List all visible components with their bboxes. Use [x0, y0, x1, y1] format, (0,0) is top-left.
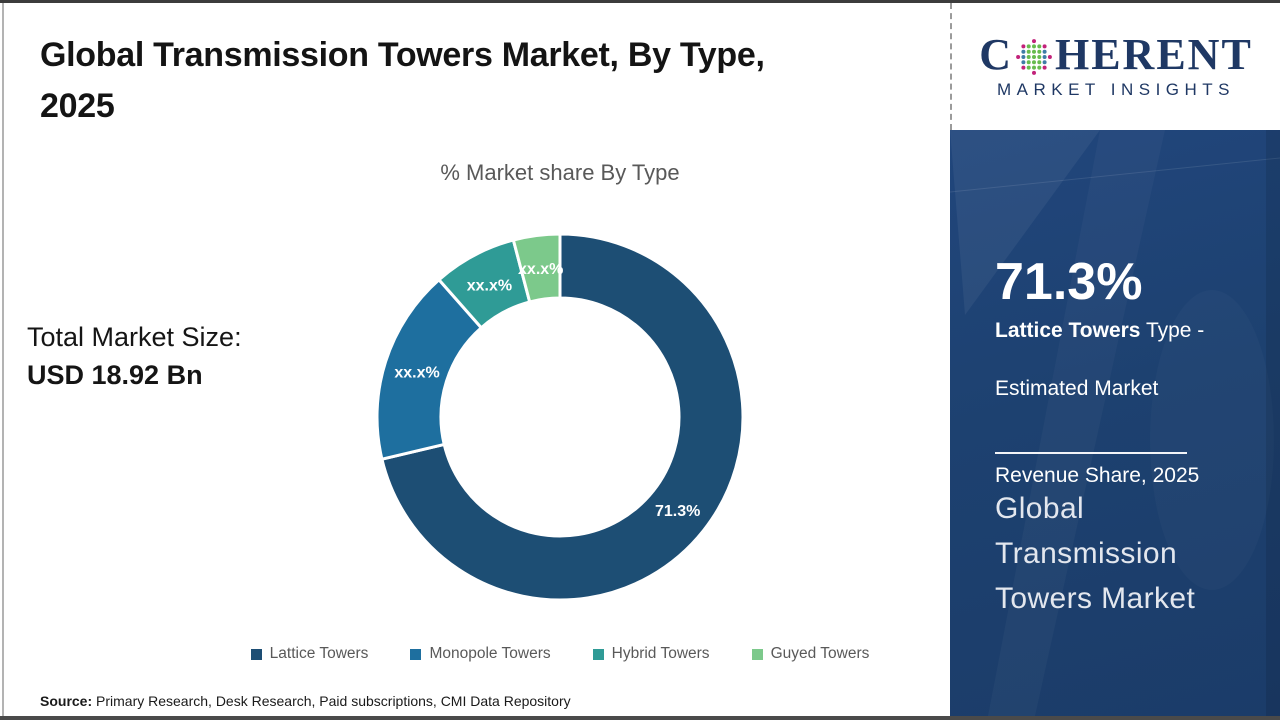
legend-swatch	[592, 648, 604, 660]
globe-dot	[1031, 49, 1036, 54]
globe-dot	[1042, 60, 1047, 65]
sidebar-right-shade	[1266, 130, 1280, 716]
globe-dot	[1037, 49, 1042, 54]
chart-title: % Market share By Type	[440, 160, 680, 185]
stat-desc-rest: Type -	[1140, 319, 1205, 342]
sidebar-stat-value: 71.3%	[995, 253, 1143, 311]
total-market-size-value: USD 18.92 Bn	[27, 360, 203, 390]
globe-dot	[1021, 44, 1026, 49]
total-market-size-block: Total Market Size: USD 18.92 Bn	[27, 322, 242, 391]
donut-label-lattice-towers: 71.3%	[655, 503, 700, 520]
legend-label: Monopole Towers	[429, 645, 551, 662]
legend-label: Hybrid Towers	[611, 645, 710, 662]
globe-dot	[1026, 44, 1031, 49]
left-border	[2, 3, 4, 716]
legend-swatch	[751, 648, 763, 660]
donut-label-hybrid-towers: xx.x%	[467, 278, 512, 295]
donut-label-guyed-towers: xx.x%	[518, 261, 563, 278]
stat-desc-line2: Estimated Market	[995, 377, 1159, 400]
legend-swatch	[410, 648, 422, 660]
map-texture	[950, 130, 1280, 315]
donut-segment-guyed-towers	[511, 232, 562, 304]
globe-dot	[1031, 70, 1036, 75]
globe-dot	[1026, 60, 1031, 65]
globe-dot	[1031, 60, 1036, 65]
source-line: Source: Primary Research, Desk Research,…	[40, 693, 571, 709]
globe-dot	[1042, 65, 1047, 70]
legend-item-lattice-towers: Lattice Towers	[250, 645, 369, 663]
stat-desc-bold: Lattice Towers	[995, 319, 1141, 342]
donut-chart: 71.3% xx.x% xx.x% xx.x%	[375, 232, 745, 602]
stat-desc-line3: Revenue Share, 2025	[995, 464, 1200, 487]
globe-dot	[1026, 65, 1031, 70]
logo-suffix: HERENT	[1054, 30, 1253, 79]
globe-dot	[1021, 55, 1026, 59]
logo-prefix: C	[979, 30, 1013, 79]
legend-swatch	[250, 648, 262, 660]
source-text: Primary Research, Desk Research, Paid su…	[92, 693, 571, 709]
source-label: Source:	[40, 693, 93, 709]
globe-dot	[1016, 55, 1021, 59]
logo: C HERENT MARKET INSIGHTS	[950, 3, 1280, 130]
sidebar-stat-description: Lattice Towers Type - Estimated Market R…	[995, 316, 1230, 548]
total-market-size-label: Total Market Size:	[27, 322, 242, 352]
globe-dot	[1042, 44, 1047, 49]
legend-item-monopole-towers: Monopole Towers	[410, 645, 551, 663]
globe-dot	[1031, 55, 1036, 59]
legend-label: Guyed Towers	[770, 645, 870, 662]
globe-dot	[1031, 39, 1036, 44]
page-title: Global Transmission Towers Market, By Ty…	[40, 36, 765, 125]
globe-dot	[1037, 65, 1042, 70]
globe-dot	[1021, 65, 1026, 70]
globe-dot	[1031, 65, 1036, 70]
globe-dot	[1021, 60, 1026, 65]
globe-dot	[1037, 55, 1042, 59]
globe-dot	[1031, 44, 1036, 49]
donut-segment-lattice-towers	[380, 232, 745, 602]
globe-dot	[1026, 49, 1031, 54]
logo-subtitle: MARKET INSIGHTS	[996, 80, 1236, 99]
sidebar: 71.3% Lattice Towers Type - Estimated Ma…	[950, 130, 1280, 716]
donut-label-monopole-towers: xx.x%	[394, 365, 439, 382]
logo-wordmark: C HERENT	[979, 33, 1253, 77]
legend-item-hybrid-towers: Hybrid Towers	[592, 645, 710, 663]
globe-dot	[1037, 44, 1042, 49]
globe-dot	[1042, 55, 1047, 59]
logo-globe-icon	[1016, 39, 1052, 75]
top-border	[0, 0, 1280, 3]
globe-dot	[1037, 60, 1042, 65]
sidebar-divider	[995, 452, 1187, 454]
chart-legend: Lattice Towers Monopole Towers Hybrid Towe…	[110, 645, 1010, 663]
bottom-border	[0, 716, 1280, 720]
globe-dot	[1026, 55, 1031, 59]
legend-label: Lattice Towers	[269, 645, 369, 662]
globe-dot	[1042, 49, 1047, 54]
legend-item-guyed-towers: Guyed Towers	[751, 645, 870, 663]
globe-dot	[1047, 55, 1052, 59]
sidebar-market-name: Global Transmission Towers Market	[995, 492, 1196, 615]
globe-dot	[1021, 49, 1026, 54]
